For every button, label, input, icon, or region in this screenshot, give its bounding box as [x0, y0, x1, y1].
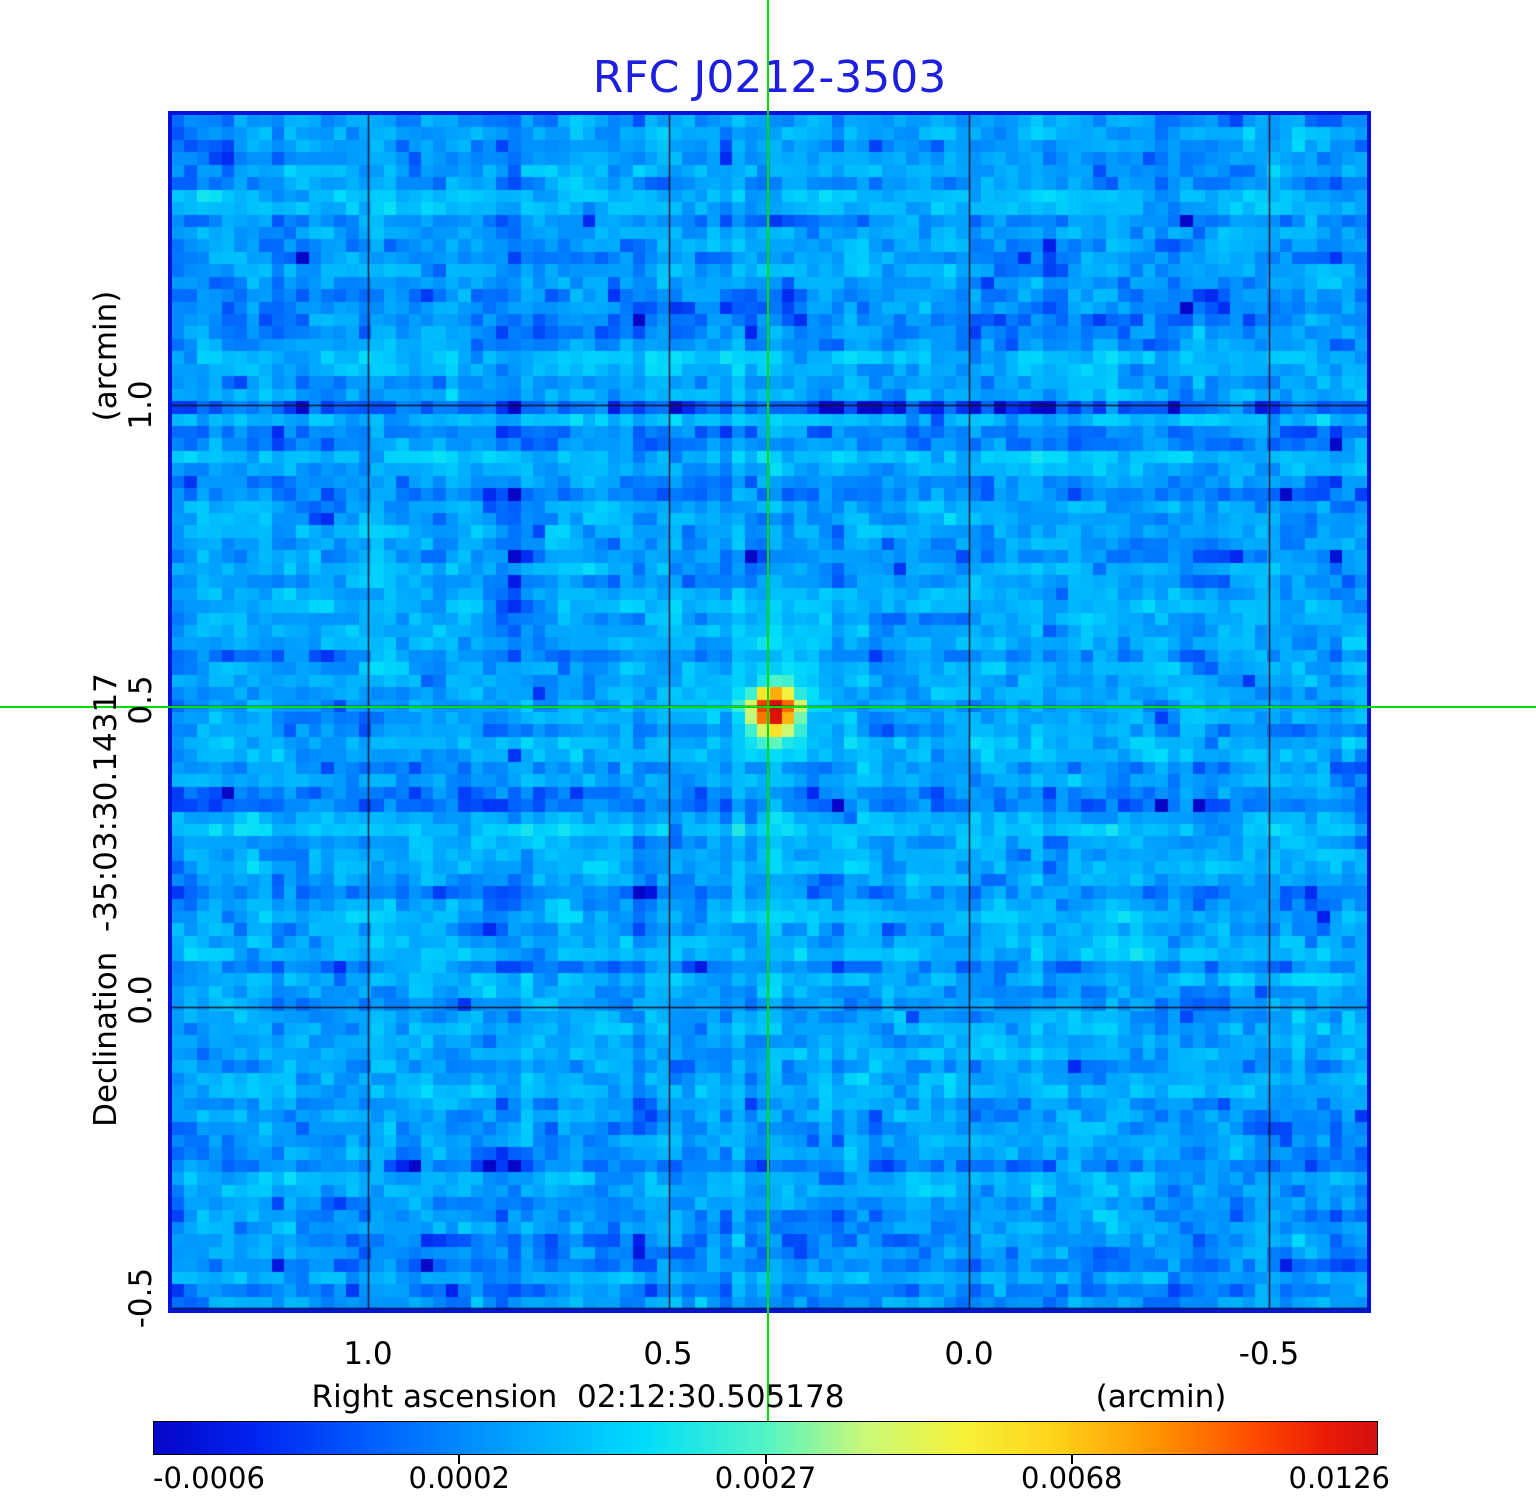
colorbar: [153, 1421, 1378, 1455]
x-axis-label: Right ascension 02:12:30.505178: [311, 1379, 845, 1415]
colorbar-tick-mark: [458, 1455, 461, 1464]
colorbar-tick-label: 0.0027: [714, 1461, 817, 1495]
y-tick-label: 1.0: [123, 380, 159, 430]
colorbar-tick-label: 0.0068: [1021, 1461, 1123, 1495]
x-tick-label: -0.5: [1238, 1336, 1300, 1372]
y-tick-label: 0.5: [123, 675, 159, 725]
sky-map-canvas: [172, 115, 1367, 1309]
x-axis-unit-label: (arcmin): [1095, 1379, 1227, 1415]
colorbar-tick-label: -0.0006: [153, 1461, 265, 1495]
x-tick-label: 0.5: [643, 1336, 693, 1372]
colorbar-tick-mark: [1070, 1455, 1073, 1464]
y-tick-label: -0.5: [123, 1267, 159, 1329]
sky-map-frame: [168, 111, 1371, 1313]
crosshair-vertical-line: [767, 0, 769, 1421]
colorbar-tick-label: 0.0002: [408, 1461, 510, 1495]
x-tick-label: 0.0: [944, 1336, 994, 1372]
y-axis-label: Declination -35:03:30.14317: [88, 673, 124, 1127]
colorbar-tick-mark: [764, 1455, 767, 1464]
x-tick-label: 1.0: [343, 1336, 393, 1372]
colorbar-tick-label: 0.0126: [1288, 1461, 1390, 1495]
y-axis-unit-label: (arcmin): [88, 290, 124, 422]
y-tick-label: 0.0: [123, 975, 159, 1025]
page-title: RFC J0212-3503: [592, 52, 947, 103]
